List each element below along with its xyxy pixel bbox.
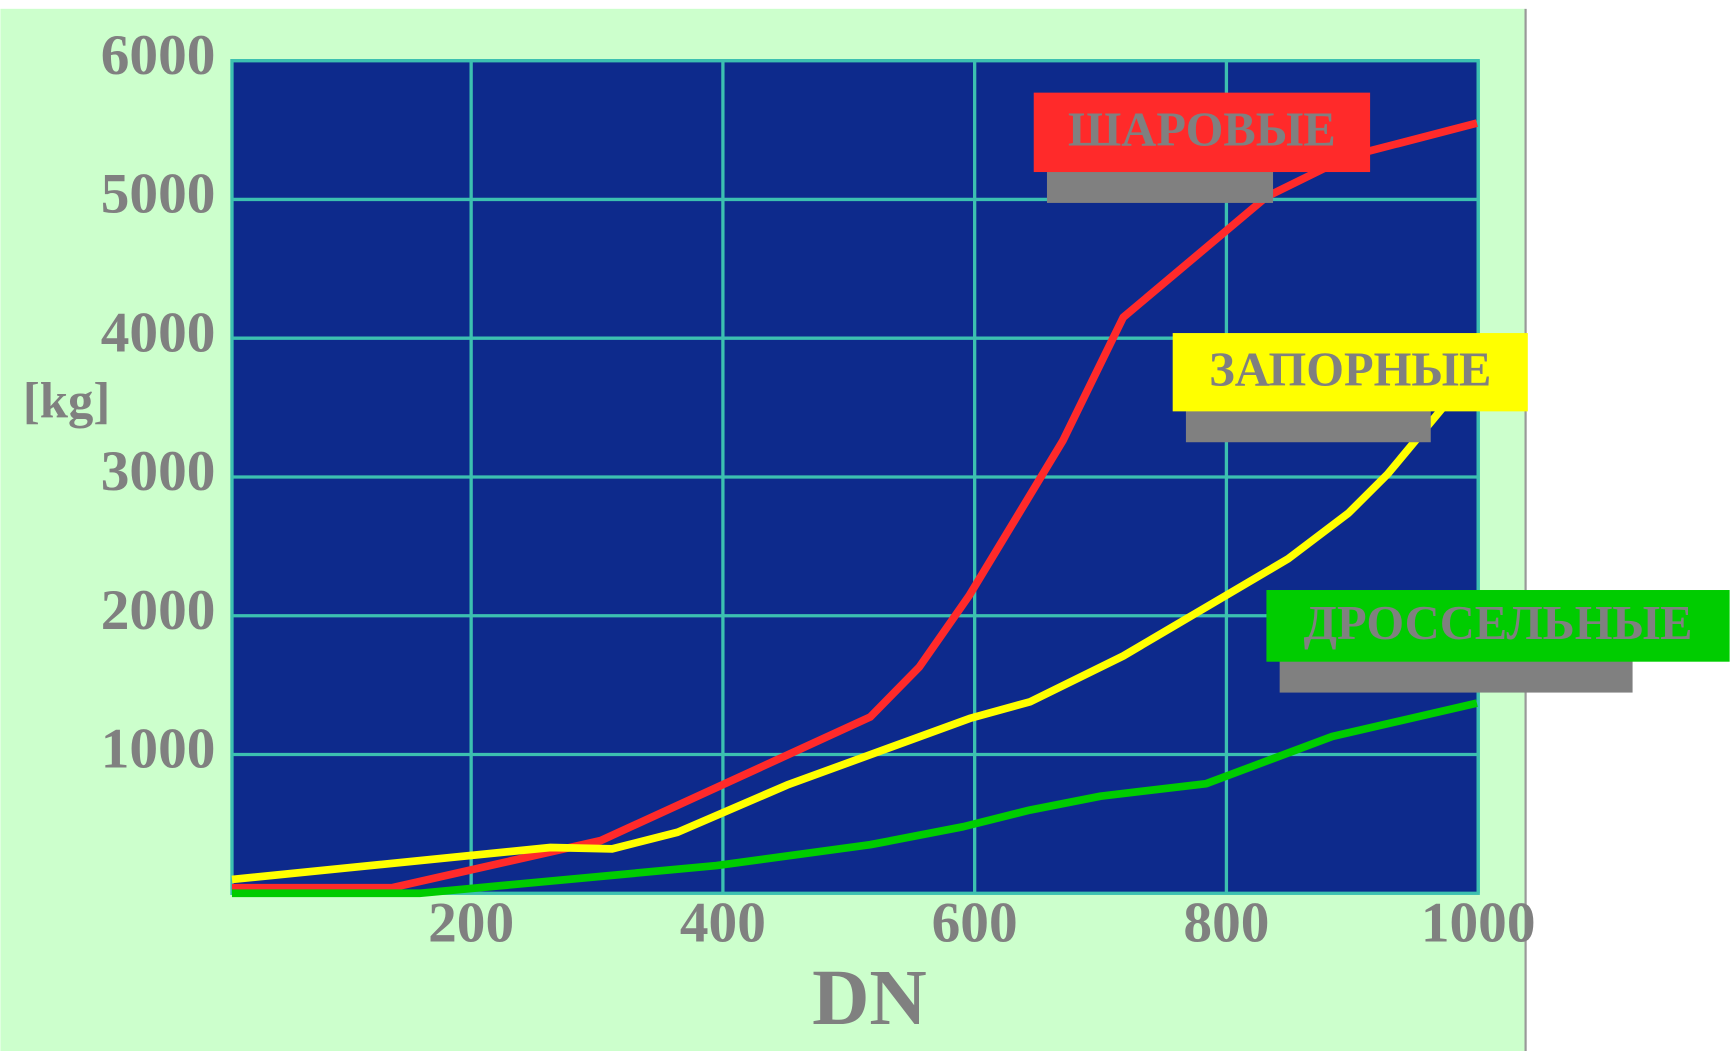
legend-label: ЗАПОРНЫЕ — [1209, 344, 1491, 397]
x-tick-label: 1000 — [1421, 892, 1536, 955]
x-tick-label: 600 — [932, 892, 1018, 955]
legend-label: ШАРОВЫЕ — [1068, 104, 1336, 157]
x-tick-label: 800 — [1183, 892, 1269, 955]
y-tick-label: 1000 — [101, 718, 216, 781]
x-axis-label: DN — [812, 954, 927, 1042]
y-tick-label: 4000 — [101, 301, 216, 364]
y-axis-label: [kg] — [23, 372, 110, 428]
page: [kg] DN ШАРОВЫЕ ЗАПОРНЫЕ ДРОССЕЛЬНЫЕ 1000 2… — [0, 0, 1730, 1051]
legend-label: ДРОССЕЛЬНЫЕ — [1304, 597, 1693, 650]
y-tick-label: 2000 — [101, 579, 216, 642]
x-tick-label: 400 — [680, 892, 766, 955]
y-tick-label: 6000 — [101, 24, 216, 87]
chart: [kg] DN ШАРОВЫЕ ЗАПОРНЫЕ ДРОССЕЛЬНЫЕ 1000 2… — [0, 0, 1730, 1051]
y-tick-label: 3000 — [101, 440, 216, 503]
y-tick-label: 5000 — [101, 163, 216, 226]
x-tick-label: 200 — [428, 892, 514, 955]
